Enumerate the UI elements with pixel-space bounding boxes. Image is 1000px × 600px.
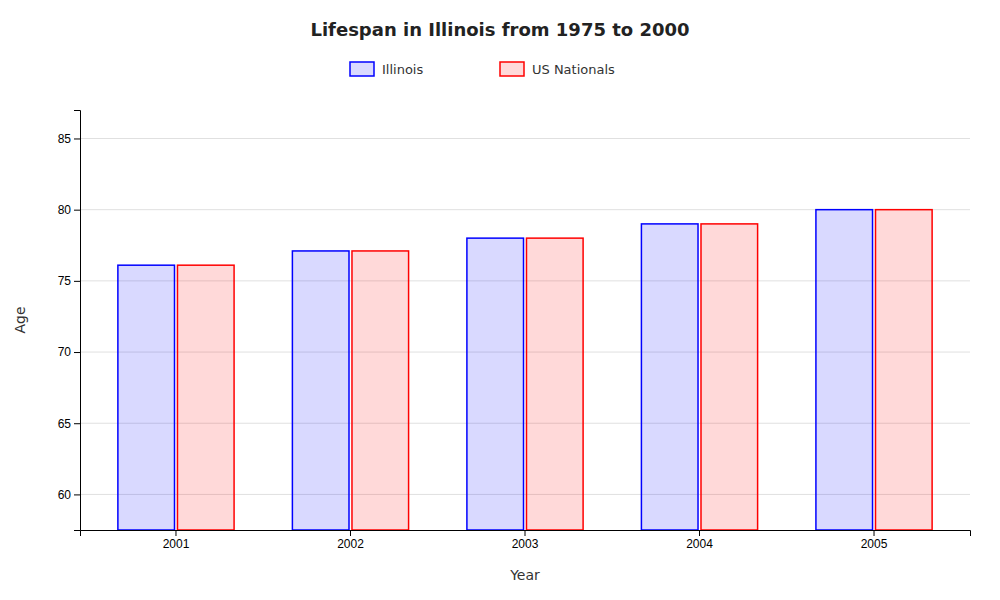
y-tick: 80 bbox=[58, 203, 80, 217]
y-tick-mark bbox=[74, 138, 80, 139]
bar bbox=[641, 224, 698, 530]
y-axis-line bbox=[74, 111, 81, 531]
x-tick-label: 2005 bbox=[861, 537, 888, 551]
x-tick-mark bbox=[175, 530, 176, 536]
legend-swatch bbox=[350, 62, 374, 76]
y-tick-mark bbox=[74, 494, 80, 495]
x-tick: 2001 bbox=[163, 530, 190, 551]
legend-item: Illinois bbox=[350, 62, 423, 77]
x-axis: 2001 2002 2003 2004 2005 bbox=[81, 530, 971, 551]
x-tick-mark bbox=[350, 530, 351, 536]
y-tick-mark bbox=[74, 423, 80, 424]
bar bbox=[467, 238, 524, 530]
bar-series bbox=[177, 210, 932, 530]
x-tick-mark bbox=[525, 530, 526, 536]
bar bbox=[352, 251, 409, 530]
bar bbox=[526, 238, 583, 530]
x-tick-label: 2003 bbox=[512, 537, 539, 551]
bars bbox=[118, 210, 932, 530]
x-tick-label: 2002 bbox=[337, 537, 364, 551]
bar bbox=[118, 265, 175, 530]
y-axis-title: Age bbox=[12, 306, 28, 333]
y-tick: 85 bbox=[58, 132, 80, 146]
y-tick-label: 60 bbox=[58, 488, 72, 502]
x-tick-label: 2001 bbox=[163, 537, 190, 551]
grid-line bbox=[80, 138, 970, 139]
legend-label: US Nationals bbox=[532, 62, 615, 77]
x-tick: 2002 bbox=[337, 530, 364, 551]
x-tick-mark bbox=[874, 530, 875, 536]
bar bbox=[876, 210, 933, 530]
legend-label: Illinois bbox=[382, 62, 423, 77]
legend-swatch bbox=[500, 62, 524, 76]
y-tick-mark bbox=[74, 281, 80, 282]
x-axis-title: Year bbox=[509, 567, 540, 583]
bar bbox=[177, 265, 234, 530]
legend: Illinois US Nationals bbox=[350, 62, 615, 77]
y-tick-label: 85 bbox=[58, 132, 72, 146]
bar bbox=[701, 224, 758, 530]
x-tick: 2005 bbox=[861, 530, 888, 551]
x-tick-label: 2004 bbox=[686, 537, 713, 551]
y-tick: 65 bbox=[58, 417, 80, 431]
y-tick: 70 bbox=[58, 345, 80, 359]
x-tick: 2004 bbox=[686, 530, 713, 551]
x-tick: 2003 bbox=[512, 530, 539, 551]
legend-item: US Nationals bbox=[500, 62, 615, 77]
chart: 2001 2002 2003 2004 2005 60 65 70 75 80 85 Year Age L… bbox=[0, 0, 1000, 600]
y-tick: 75 bbox=[58, 274, 80, 288]
bar-series bbox=[118, 210, 873, 530]
y-axis: 60 65 70 75 80 85 bbox=[58, 111, 81, 531]
y-tick-label: 65 bbox=[58, 417, 72, 431]
x-tick-mark bbox=[699, 530, 700, 536]
y-tick-label: 80 bbox=[58, 203, 72, 217]
y-tick: 60 bbox=[58, 488, 80, 502]
chart-title: Lifespan in Illinois from 1975 to 2000 bbox=[310, 19, 689, 40]
plot-area: 2001 2002 2003 2004 2005 60 65 70 75 80 85 bbox=[58, 111, 971, 551]
y-tick-label: 75 bbox=[58, 274, 72, 288]
bar bbox=[292, 251, 349, 530]
bar bbox=[816, 210, 873, 530]
y-tick-mark bbox=[74, 210, 80, 211]
y-tick-mark bbox=[74, 352, 80, 353]
x-axis-line bbox=[81, 531, 971, 537]
y-tick-label: 70 bbox=[58, 345, 72, 359]
